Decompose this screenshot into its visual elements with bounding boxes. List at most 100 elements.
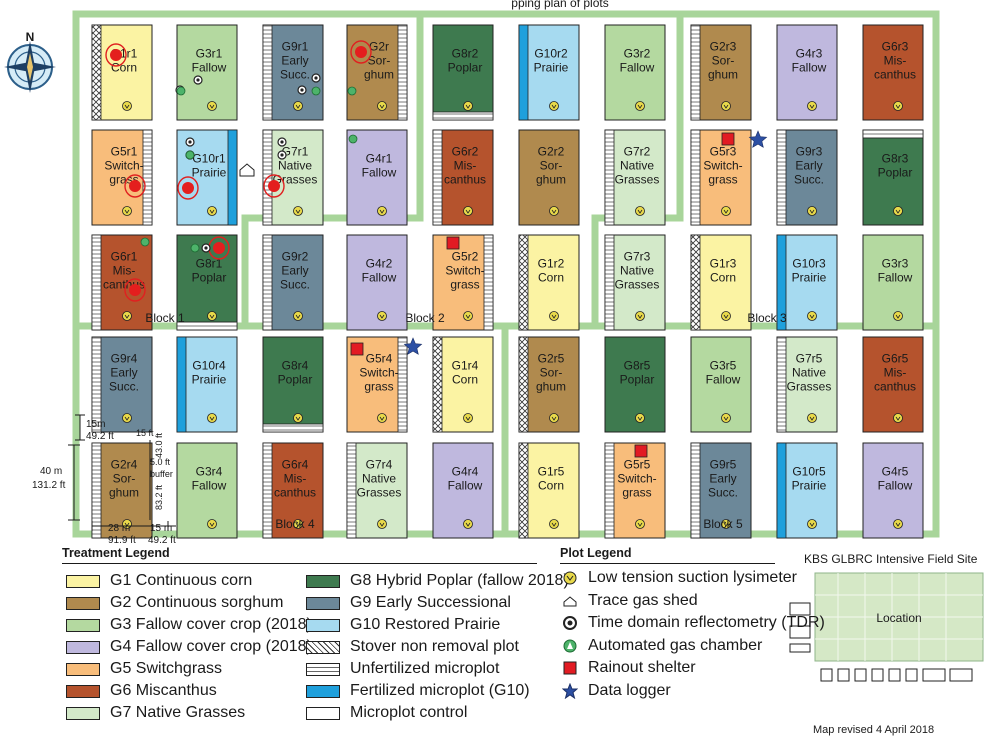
plot-label-line: G9r2 <box>282 250 309 264</box>
plot-label-line: Grasses <box>615 173 660 187</box>
measurement-point-icon <box>182 182 194 194</box>
plot-label-line: G6r2 <box>452 145 479 159</box>
plot-label-line: G9r5 <box>710 458 737 472</box>
microplot-strip <box>518 336 529 433</box>
legend-swatch <box>66 684 100 698</box>
plot-label-line: G10r2 <box>534 47 568 61</box>
lysimeter-icon <box>122 311 132 321</box>
plot-label-line: Sor- <box>540 159 563 173</box>
plot-legend-item: Rainout shelter <box>562 659 696 677</box>
plot-label-line: G8r1 <box>196 257 223 271</box>
plot-label-line: G5r2 <box>452 250 479 264</box>
plot-legend-rule <box>560 563 775 564</box>
lysimeter-icon <box>463 311 473 321</box>
block-3-label: Block 3 <box>747 311 787 325</box>
plot-label-line: Sor- <box>368 54 391 68</box>
plot-label-line: Sor- <box>712 54 735 68</box>
microplot-strip <box>397 336 408 433</box>
plot-label-line: G7r1 <box>282 145 309 159</box>
lysimeter-icon <box>463 519 473 529</box>
dim-buffer-ft: 5.0 ft <box>150 457 171 467</box>
lysimeter-icon <box>721 101 731 111</box>
microplot-strip <box>432 129 443 226</box>
plot-label-line: G3r5 <box>710 359 737 373</box>
lysimeter-icon <box>377 101 387 111</box>
plot-label-line: ghum <box>536 380 566 394</box>
legend-label: Time domain reflectometry (TDR) <box>588 614 825 631</box>
plot-label-line: Fallow <box>448 479 483 493</box>
inset-title: KBS GLBRC Intensive Field Site <box>804 552 978 566</box>
legend-swatch <box>306 684 340 698</box>
plot-label-line: Early <box>709 472 736 486</box>
legend-label: G1 Continuous corn <box>110 572 253 589</box>
plot-legend-title: Plot Legend <box>560 546 632 560</box>
plot-label-line: G6r4 <box>282 458 309 472</box>
measurement-point-icon <box>129 284 141 296</box>
plot-label-line: G6r3 <box>882 40 909 54</box>
microplot-strip <box>518 24 529 121</box>
plot-label-line: Prairie <box>192 166 227 180</box>
plot-label-line: Prairie <box>792 479 827 493</box>
plot-label-line: grass <box>708 173 737 187</box>
lysimeter-icon <box>721 311 731 321</box>
plot-label-line: G1r3 <box>710 257 737 271</box>
plot-label-line: G7r5 <box>796 352 823 366</box>
plot-label-line: Mis- <box>884 366 907 380</box>
plot-label-line: Succ. <box>280 278 310 292</box>
plot-label-line: Native <box>362 472 396 486</box>
plot-label-line: Switch- <box>359 366 398 380</box>
lysimeter-icon <box>207 206 217 216</box>
treatment-legend-item: Microplot control <box>306 704 467 722</box>
dim-width-ft: 91.9 ft <box>108 535 136 546</box>
